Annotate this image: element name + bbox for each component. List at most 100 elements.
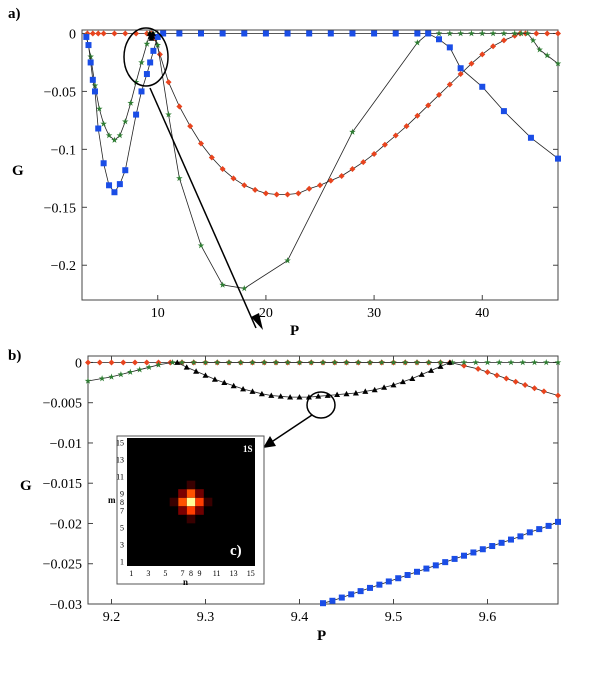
panel-a-point-square: [327, 30, 334, 37]
panel-a-point-diamond: [468, 60, 475, 67]
panel-b-ylabel: G: [20, 478, 32, 494]
panel-a-point-diamond: [187, 123, 194, 130]
panel-a-point-square: [198, 30, 204, 37]
panel-a-point-star: [478, 30, 486, 37]
inset-c-xlabel: n: [183, 577, 188, 587]
panel-a-point-diamond: [392, 132, 399, 139]
inset-c-ytick-label: 5: [120, 524, 124, 533]
panel-a-point-square: [83, 33, 90, 40]
panel-a-point-square: [147, 59, 154, 66]
panel-b-point-star: [117, 371, 125, 378]
panel-a-point-diamond: [156, 51, 163, 58]
panel-a-point-star: [457, 30, 464, 37]
panel-a-point-diamond: [273, 191, 280, 198]
panel-a-point-diamond: [338, 173, 345, 180]
inset-c-xtick-label: 9: [198, 569, 202, 578]
panel-a-point-diamond: [208, 154, 215, 161]
panel-a-point-diamond: [306, 185, 313, 192]
panel-a-point-star: [127, 99, 134, 106]
zoom-arrowhead-a: [251, 313, 263, 330]
panel-b-point-square: [348, 591, 355, 598]
panel-a-point-square: [262, 30, 269, 37]
panel-b-point-triangle: [211, 376, 218, 382]
panel-a: a) 10 20 30 40 0 −0.05 −0.1 −0.15 −0.2 G P: [8, 6, 562, 339]
panel-a-point-triangle: [149, 33, 156, 39]
panel-b-xtick-label: 9.2: [103, 610, 121, 625]
panel-b-ticks: 9.2 9.3 9.4 9.5 9.6 0 −0.005 −0.01 −0.015 −0.02 −0…: [43, 356, 558, 625]
panel-b-point-star: [448, 358, 456, 366]
inset-c-xtick-label: 13: [230, 569, 238, 578]
panel-a-point-star: [435, 30, 443, 37]
panel-a-point-diamond: [533, 30, 540, 37]
panel-a-point-diamond: [122, 30, 129, 37]
panel-b-point-star: [437, 358, 444, 366]
panel-a-ytick-label: −0.1: [51, 143, 76, 158]
panel-a-point-star: [489, 30, 497, 37]
zoom-arrow-b: [269, 414, 313, 444]
panel-a-point-square: [150, 47, 157, 54]
panel-b-xtick-label: 9.5: [385, 610, 403, 625]
panel-b-point-square: [423, 565, 430, 572]
panel-a-point-star: [284, 257, 291, 264]
panel-b-point-triangle: [352, 390, 359, 396]
panel-a-frame: [81, 29, 559, 301]
inset-c-cell: [186, 497, 196, 507]
panel-b-point-diamond: [522, 381, 529, 388]
panel-b-point-star: [307, 358, 315, 366]
panel-b-point-star: [519, 358, 527, 366]
panel-a-point-star: [105, 132, 113, 139]
panel-b-point-star: [354, 358, 362, 366]
panel-a-point-square: [219, 30, 226, 37]
panel-a-point-square: [446, 44, 453, 51]
inset-c-cell: [178, 489, 187, 498]
panel-b-point-triangle: [343, 390, 350, 397]
panel-b-point-star: [554, 358, 562, 366]
panel-b-point-star: [425, 358, 433, 366]
panel-a-point-star: [91, 82, 99, 89]
panel-a-ytick-label: 0: [69, 27, 76, 42]
panel-a-point-star: [176, 174, 183, 182]
panel-a-ylabel: G: [12, 163, 24, 179]
panel-a-xtick-label: 20: [259, 306, 273, 321]
panel-b-point-star: [169, 358, 176, 366]
panel-a-point-star: [165, 111, 172, 118]
panel-b-ytick-label: 0: [75, 356, 82, 371]
panel-b-point-star: [401, 358, 409, 366]
inset-c-cell: [178, 497, 187, 507]
panel-a-point-diamond: [555, 30, 561, 37]
panel-a-point-star: [197, 242, 205, 249]
panel-a-point-star: [500, 30, 508, 37]
inset-c-ytick-label: 1: [120, 558, 124, 567]
panel-b-point-triangle: [324, 392, 331, 398]
panel-b-point-triangle: [296, 394, 303, 400]
panel-b-point-star: [98, 375, 106, 382]
panel-a-point-star: [468, 30, 475, 37]
panel-a-point-square: [500, 108, 507, 115]
panel-b-ytick-label: −0.005: [43, 397, 82, 412]
panel-a-point-diamond: [176, 103, 183, 110]
panel-a-point-square: [95, 125, 102, 132]
panel-a-point-diamond: [111, 30, 118, 37]
panel-b-point-star: [237, 358, 245, 366]
panel-b-point-square: [320, 600, 326, 607]
inset-c-ytick-label: 15: [116, 438, 124, 447]
panel-b-point-diamond: [503, 375, 510, 382]
inset-c-ytick-label: 7: [120, 507, 124, 516]
panel-b-point-triangle: [334, 391, 341, 398]
panel-b-point-triangle: [428, 367, 435, 373]
panel-b-ytick-label: −0.025: [43, 558, 82, 573]
panel-a-point-square: [111, 189, 118, 196]
panel-b-point-star: [225, 358, 233, 366]
panel-b-point-triangle: [418, 371, 425, 377]
inset-c-cell: [186, 480, 196, 490]
panel-b-point-triangle: [287, 394, 294, 400]
inset-c-ytick-label: 11: [116, 472, 124, 481]
panel-a-point-square: [116, 181, 123, 188]
panel-a-point-square: [414, 30, 421, 37]
panel-b-point-star: [472, 358, 480, 366]
panel-b-point-triangle: [230, 382, 237, 389]
panel-a-point-diamond: [89, 30, 96, 37]
panel-a-xtick-label: 30: [367, 306, 381, 321]
panel-a-point-diamond: [436, 91, 442, 98]
panel-a-point-star: [349, 128, 356, 135]
